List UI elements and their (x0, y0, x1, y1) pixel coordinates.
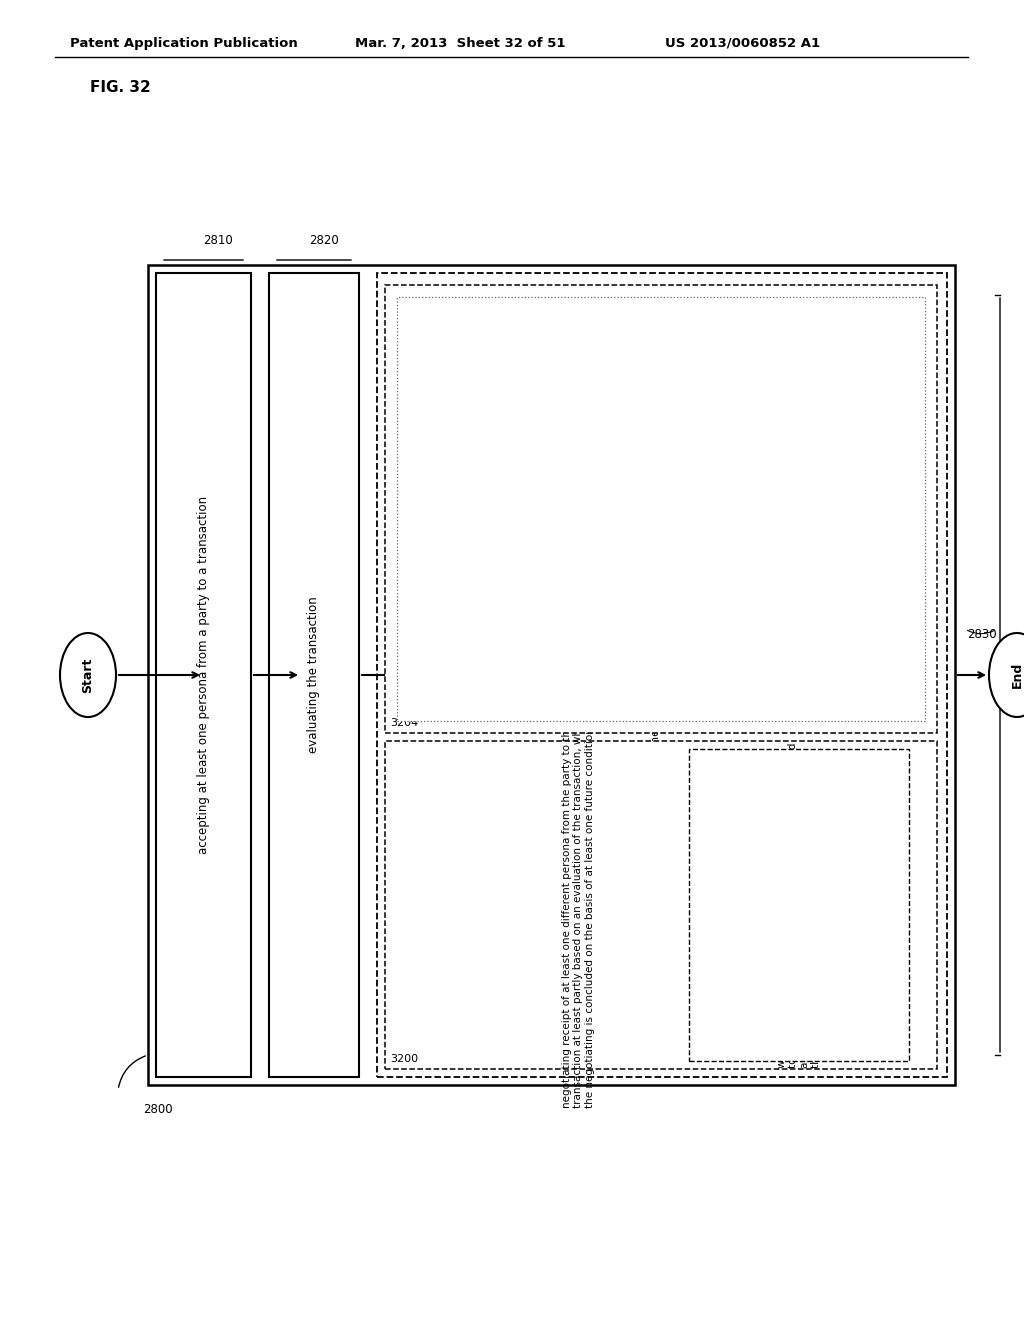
Bar (377, 273, 947, 1077)
Text: Start: Start (82, 657, 94, 693)
Text: End: End (1011, 661, 1024, 688)
Ellipse shape (989, 634, 1024, 717)
Ellipse shape (60, 634, 116, 717)
Text: 2800: 2800 (143, 1104, 173, 1115)
Bar (397, 297, 925, 722)
Text: FIG. 32: FIG. 32 (90, 81, 151, 95)
Bar (269, 273, 359, 1077)
Text: 2810: 2810 (204, 234, 233, 247)
Text: negotiating receipt of at least one different persona from the party to the
tran: negotiating receipt of at least one diff… (561, 702, 595, 1107)
Text: Mar. 7, 2013  Sheet 32 of 51: Mar. 7, 2013 Sheet 32 of 51 (355, 37, 565, 50)
Bar (385, 742, 937, 1069)
Text: 3202: 3202 (693, 1045, 722, 1056)
Text: US 2013/0060852 A1: US 2013/0060852 A1 (665, 37, 820, 50)
Text: Patent Application Publication: Patent Application Publication (70, 37, 298, 50)
Bar (385, 285, 937, 734)
Text: 2820: 2820 (309, 234, 339, 247)
Text: 3200: 3200 (390, 1053, 418, 1064)
Text: negotiating receipt of at least one different persona from the party to the tran: negotiating receipt of at least one diff… (651, 288, 673, 919)
Text: negotiating receipt of at least one
different persona from the party to
the tran: negotiating receipt of at least one diff… (615, 417, 707, 601)
Bar (156, 273, 251, 1077)
Text: wherein the at least one future condition includes a promise
to pay the cost of : wherein the at least one future conditio… (776, 743, 821, 1068)
Bar (688, 750, 909, 1061)
Text: accepting at least one persona from a party to a transaction: accepting at least one persona from a pa… (197, 496, 210, 854)
Text: evaluating the transaction: evaluating the transaction (307, 597, 321, 754)
Text: 3204: 3204 (390, 718, 418, 729)
Text: 2830: 2830 (967, 627, 996, 640)
Bar (148, 265, 955, 1085)
